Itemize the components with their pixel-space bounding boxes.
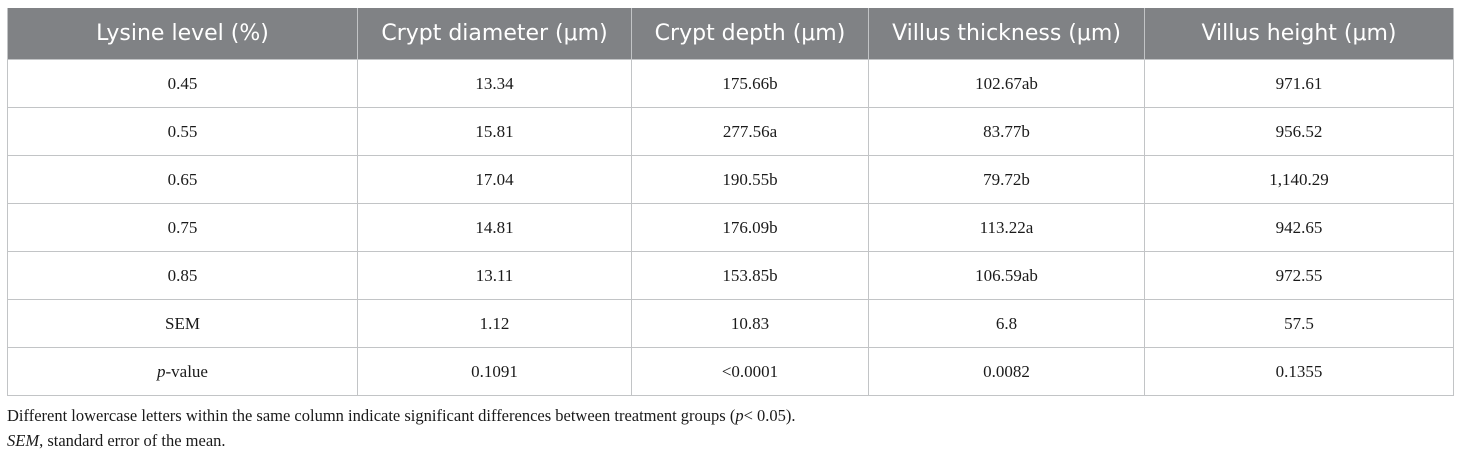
table-cell: 0.0082: [868, 347, 1145, 396]
table-cell: 956.52: [1144, 107, 1454, 156]
table-cell: 0.45: [7, 59, 358, 108]
table-cell: 106.59ab: [868, 251, 1145, 300]
table-cell: 0.1091: [357, 347, 632, 396]
footnote-sem: SEM, standard error of the mean.: [7, 428, 796, 453]
table-cell: 0.55: [7, 107, 358, 156]
table-cell: 0.85: [7, 251, 358, 300]
table-row: 0.65 17.04 190.55b 79.72b 1,140.29: [7, 155, 1454, 204]
table-cell: 1.12: [357, 299, 632, 348]
table-cell: 176.09b: [631, 203, 869, 252]
header-villus-thickness: Villus thickness (μm): [868, 8, 1145, 60]
header-crypt-diameter: Crypt diameter (μm): [357, 8, 632, 60]
pvalue-label-cell: p-value: [7, 347, 358, 396]
table-cell: 277.56a: [631, 107, 869, 156]
table-cell: 971.61: [1144, 59, 1454, 108]
table-cell: 0.1355: [1144, 347, 1454, 396]
table-row-sem: SEM 1.12 10.83 6.8 57.5: [7, 299, 1454, 348]
table-cell: 17.04: [357, 155, 632, 204]
table-cell: 6.8: [868, 299, 1145, 348]
table-cell: 83.77b: [868, 107, 1145, 156]
table-cell: SEM: [7, 299, 358, 348]
footnote-text: < 0.05).: [743, 406, 796, 425]
table-cell: 175.66b: [631, 59, 869, 108]
header-lysine-level: Lysine level (%): [7, 8, 358, 60]
table-cell: 942.65: [1144, 203, 1454, 252]
footnote-italic-p: p: [735, 406, 744, 425]
table-cell: 15.81: [357, 107, 632, 156]
lysine-table: Lysine level (%) Crypt diameter (μm) Cry…: [7, 8, 1454, 396]
footnote-text: Different lowercase letters within the s…: [7, 406, 736, 425]
table-cell: 10.83: [631, 299, 869, 348]
table-cell: 0.65: [7, 155, 358, 204]
table-header-row: Lysine level (%) Crypt diameter (μm) Cry…: [7, 8, 1454, 60]
table-row-pvalue: p-value 0.1091 <0.0001 0.0082 0.1355: [7, 347, 1454, 396]
table-cell: 79.72b: [868, 155, 1145, 204]
table-cell: 0.75: [7, 203, 358, 252]
footnote-text: , standard error of the mean.: [39, 431, 226, 450]
table-cell: 13.11: [357, 251, 632, 300]
table-row: 0.45 13.34 175.66b 102.67ab 971.61: [7, 59, 1454, 108]
table-cell: 57.5: [1144, 299, 1454, 348]
table-cell: 972.55: [1144, 251, 1454, 300]
table-cell: 190.55b: [631, 155, 869, 204]
table-row: 0.75 14.81 176.09b 113.22a 942.65: [7, 203, 1454, 252]
pvalue-label-rest: -value: [165, 361, 208, 381]
data-table-container: Lysine level (%) Crypt diameter (μm) Cry…: [7, 8, 1454, 396]
footnote-significance: Different lowercase letters within the s…: [7, 403, 796, 428]
table-cell: <0.0001: [631, 347, 869, 396]
header-villus-height: Villus height (μm): [1144, 8, 1454, 60]
table-cell: 102.67ab: [868, 59, 1145, 108]
table-row: 0.85 13.11 153.85b 106.59ab 972.55: [7, 251, 1454, 300]
table-cell: 153.85b: [631, 251, 869, 300]
table-cell: 1,140.29: [1144, 155, 1454, 204]
header-crypt-depth: Crypt depth (μm): [631, 8, 869, 60]
table-cell: 14.81: [357, 203, 632, 252]
table-cell: 113.22a: [868, 203, 1145, 252]
pvalue-label-italic: p: [157, 361, 166, 381]
table-row: 0.55 15.81 277.56a 83.77b 956.52: [7, 107, 1454, 156]
footnote-italic-sem: SEM: [7, 431, 40, 450]
table-footnotes: Different lowercase letters within the s…: [7, 403, 796, 453]
table-cell: 13.34: [357, 59, 632, 108]
